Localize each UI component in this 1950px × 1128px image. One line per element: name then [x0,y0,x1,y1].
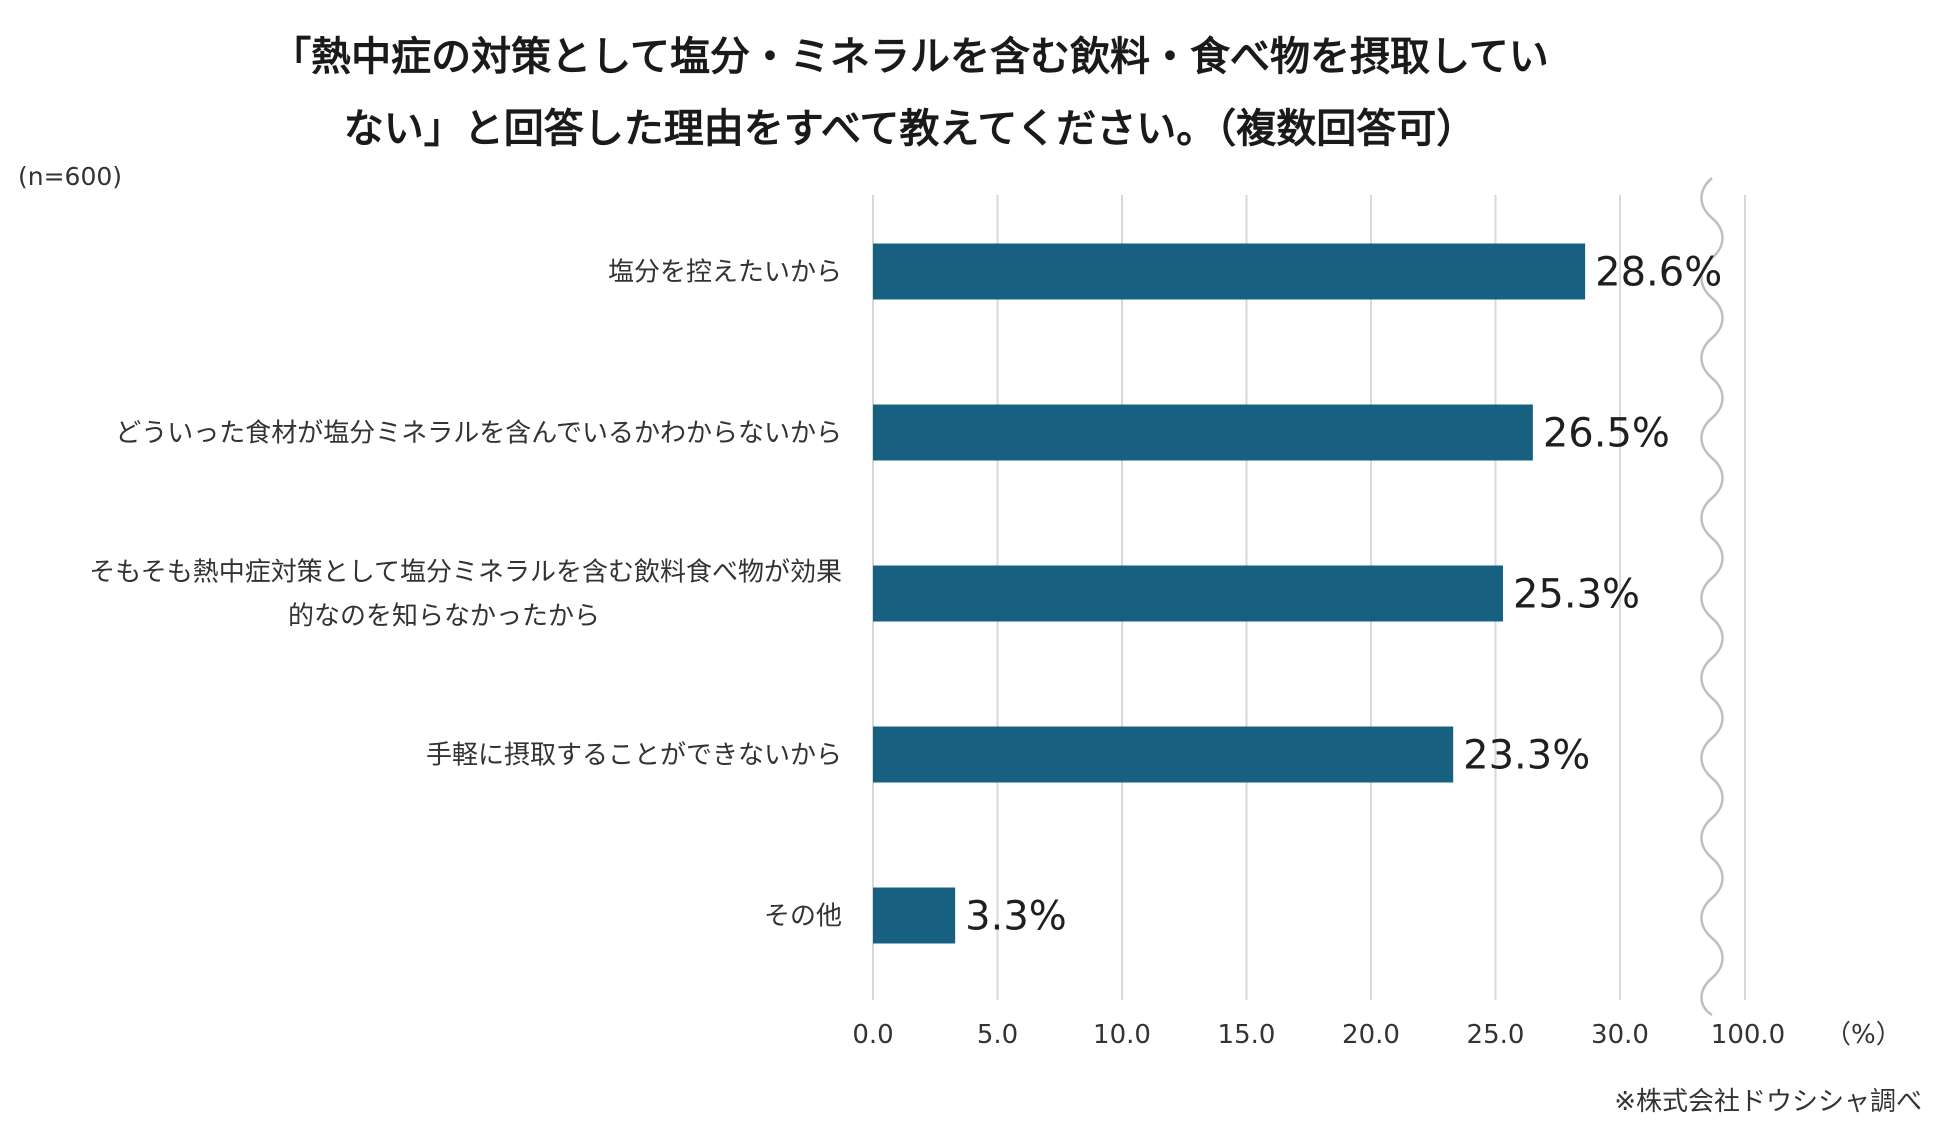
value-label-5: 3.3% [965,894,1067,940]
bars [873,243,1586,944]
x-tick-label-3: 15.0 [1218,1020,1276,1050]
category-label-1: 塩分を控えたいから [608,258,842,288]
value-label-1: 28.6% [1595,250,1722,296]
x-tick-label-1: 5.0 [977,1020,1018,1050]
source-note: ※株式会社ドウシシャ調べ [1614,1087,1922,1117]
x-axis-unit: （%） [1825,1020,1902,1050]
value-label-3: 25.3% [1513,572,1640,618]
x-tick-label-0: 0.0 [852,1020,893,1050]
value-labels: 28.6% 26.5% 25.3% 23.3% 3.3% [965,250,1722,940]
axis-break-wave [1700,177,1724,1017]
chart-title: 「熱中症の対策として塩分・ミネラルを含む飲料・食べ物を摂取していない」と回答した… [271,34,1549,152]
bar-1 [873,243,1586,300]
bar-5 [873,887,956,944]
category-label-5: その他 [764,902,842,932]
chart-title-line-2: ない」と回答した理由をすべて教えてください。（複数回答可） [344,106,1476,152]
value-label-4: 23.3% [1463,733,1590,779]
bar-4 [873,726,1454,783]
category-labels: 塩分を控えたいからどういった食材が塩分ミネラルを含んでいるかわからないからそもそ… [89,258,842,932]
bar-2 [873,404,1533,461]
sample-size-label: (n=600) [18,162,122,191]
x-tick-label-6: 30.0 [1591,1020,1649,1050]
x-tick-label-max: 100.0 [1711,1020,1785,1050]
bar-3 [873,565,1503,622]
category-label-2: どういった食材が塩分ミネラルを含んでいるかわからないから [115,419,842,449]
category-label-4: 手軽に摂取することができないから [426,741,842,771]
value-label-2: 26.5% [1543,411,1670,457]
axis-break [1700,177,1724,1017]
category-label-3: そもそも熱中症対策として塩分ミネラルを含む飲料食べ物が効果的なのを知らなかったか… [89,558,842,632]
x-tick-label-2: 10.0 [1093,1020,1151,1050]
x-axis-ticks: 0.0 5.0 10.0 15.0 20.0 25.0 30.0 [852,1020,1649,1050]
x-tick-label-4: 20.0 [1342,1020,1400,1050]
x-tick-label-5: 25.0 [1467,1020,1525,1050]
chart-title-line-1: 「熱中症の対策として塩分・ミネラルを含む飲料・食べ物を摂取してい [271,34,1549,80]
